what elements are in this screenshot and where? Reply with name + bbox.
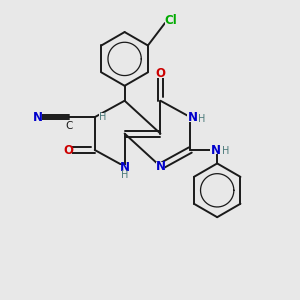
Bar [63,146,72,154]
Text: N: N [33,111,43,124]
Bar [66,122,73,129]
Bar [120,165,129,181]
Text: N: N [155,160,166,173]
Text: O: O [155,68,166,80]
Text: H: H [121,170,128,180]
Text: H: H [198,114,205,124]
Text: C: C [66,121,73,130]
Text: N: N [211,143,221,157]
Bar [156,162,165,171]
Text: N: N [188,111,198,124]
Bar [188,112,204,122]
Bar [34,113,42,121]
Bar [156,69,165,78]
Bar [211,146,227,154]
Text: H: H [99,112,107,122]
Bar [165,16,177,25]
Text: N: N [120,160,130,173]
Text: H: H [222,146,229,157]
Text: Cl: Cl [164,14,177,27]
Bar [99,113,107,121]
Text: O: O [63,143,73,157]
